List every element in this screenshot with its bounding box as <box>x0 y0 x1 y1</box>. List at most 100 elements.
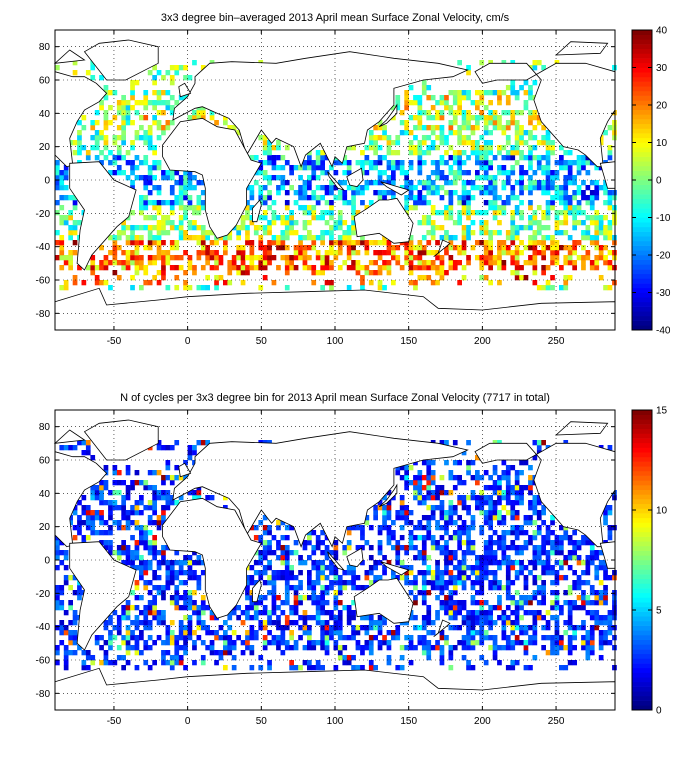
heatmap-cell <box>395 150 401 156</box>
heatmap-cell <box>483 130 489 136</box>
heatmap-cell <box>589 585 595 591</box>
heatmap-cell <box>337 645 343 651</box>
heatmap-cell <box>413 480 418 486</box>
heatmap-cell <box>435 210 440 216</box>
heatmap-cell <box>72 225 78 231</box>
heatmap-cell <box>386 135 392 141</box>
heatmap-cell <box>488 495 493 501</box>
heatmap-cell <box>262 545 268 551</box>
heatmap-cell <box>169 65 175 71</box>
heatmap-cell <box>377 500 383 506</box>
heatmap-cell <box>121 105 126 111</box>
heatmap-cell <box>143 140 149 146</box>
heatmap-cell <box>391 255 396 261</box>
heatmap-cell <box>94 275 100 281</box>
heatmap-cell <box>152 260 157 266</box>
heatmap-cell <box>116 145 122 151</box>
heatmap-cell <box>585 215 591 221</box>
heatmap-cell <box>589 555 595 561</box>
heatmap-cell <box>567 165 573 171</box>
heatmap-cell <box>311 530 317 536</box>
heatmap-cell <box>121 225 126 231</box>
heatmap-cell <box>315 155 321 161</box>
heatmap-cell <box>426 260 432 266</box>
heatmap-cell <box>501 635 507 641</box>
heatmap-cell <box>147 590 153 596</box>
heatmap-cell <box>448 470 454 476</box>
heatmap-cell <box>483 660 489 666</box>
heatmap-cell <box>399 130 405 136</box>
heatmap-cell <box>85 505 91 511</box>
heatmap-cell <box>550 530 555 536</box>
heatmap-cell <box>178 605 184 611</box>
heatmap-cell <box>426 490 432 496</box>
heatmap-cell <box>121 635 126 641</box>
heatmap-cell <box>360 160 365 166</box>
heatmap-cell <box>258 555 264 561</box>
heatmap-cell <box>532 135 538 141</box>
heatmap-cell <box>576 155 582 161</box>
heatmap-cell <box>121 140 126 146</box>
heatmap-cell <box>205 235 210 241</box>
heatmap-cell <box>174 100 180 106</box>
heatmap-cell <box>603 190 608 196</box>
heatmap-cell <box>77 140 82 146</box>
colorbar-step <box>632 147 652 153</box>
heatmap-cell <box>421 220 427 226</box>
heatmap-cell <box>134 110 140 116</box>
heatmap-cell <box>452 235 458 241</box>
heatmap-cell <box>483 230 489 236</box>
heatmap-cell <box>536 155 542 161</box>
heatmap-cell <box>492 510 498 516</box>
heatmap-cell <box>121 605 126 611</box>
heatmap-cell <box>417 110 423 116</box>
heatmap-cell <box>452 555 458 561</box>
heatmap-cell <box>161 230 166 236</box>
heatmap-cell <box>152 585 157 591</box>
heatmap-cell <box>448 105 454 111</box>
heatmap-cell <box>399 545 405 551</box>
heatmap-cell <box>360 650 365 656</box>
heatmap-cell <box>143 155 149 161</box>
heatmap-cell <box>112 635 118 641</box>
heatmap-cell <box>108 150 113 156</box>
heatmap-cell <box>152 550 157 556</box>
heatmap-cell <box>156 520 162 526</box>
heatmap-cell <box>200 245 206 251</box>
heatmap-cell <box>152 225 157 231</box>
heatmap-cell <box>368 650 374 656</box>
heatmap-cell <box>262 645 268 651</box>
colorbar-tick-label: 10 <box>656 138 668 149</box>
heatmap-cell <box>112 155 118 161</box>
y-tick-label: -60 <box>36 276 51 287</box>
heatmap-cell <box>143 580 149 586</box>
heatmap-cell <box>196 210 202 216</box>
heatmap-cell <box>386 660 392 666</box>
heatmap-cell <box>514 535 520 541</box>
heatmap-cell <box>488 535 493 541</box>
heatmap-cell <box>249 265 255 271</box>
heatmap-cell <box>475 500 480 506</box>
heatmap-cell <box>152 240 157 246</box>
heatmap-cell <box>426 265 432 271</box>
heatmap-cell <box>452 265 458 271</box>
heatmap-cell <box>523 130 529 136</box>
heatmap-cell <box>90 120 96 126</box>
heatmap-cell <box>399 645 405 651</box>
heatmap-cell <box>536 530 542 536</box>
heatmap-cell <box>404 545 409 551</box>
heatmap-cell <box>581 580 586 586</box>
heatmap-cell <box>479 605 485 611</box>
heatmap-cell <box>391 195 396 201</box>
heatmap-cell <box>276 240 281 246</box>
heatmap-cell <box>563 600 569 606</box>
heatmap-cell <box>399 170 405 176</box>
heatmap-cell <box>523 245 529 251</box>
heatmap-cell <box>554 600 560 606</box>
colorbar-step <box>632 208 652 214</box>
heatmap-cell <box>532 180 538 186</box>
heatmap-cell <box>368 625 374 631</box>
heatmap-cell <box>139 235 144 241</box>
heatmap-cell <box>143 525 149 531</box>
heatmap-cell <box>333 615 339 621</box>
